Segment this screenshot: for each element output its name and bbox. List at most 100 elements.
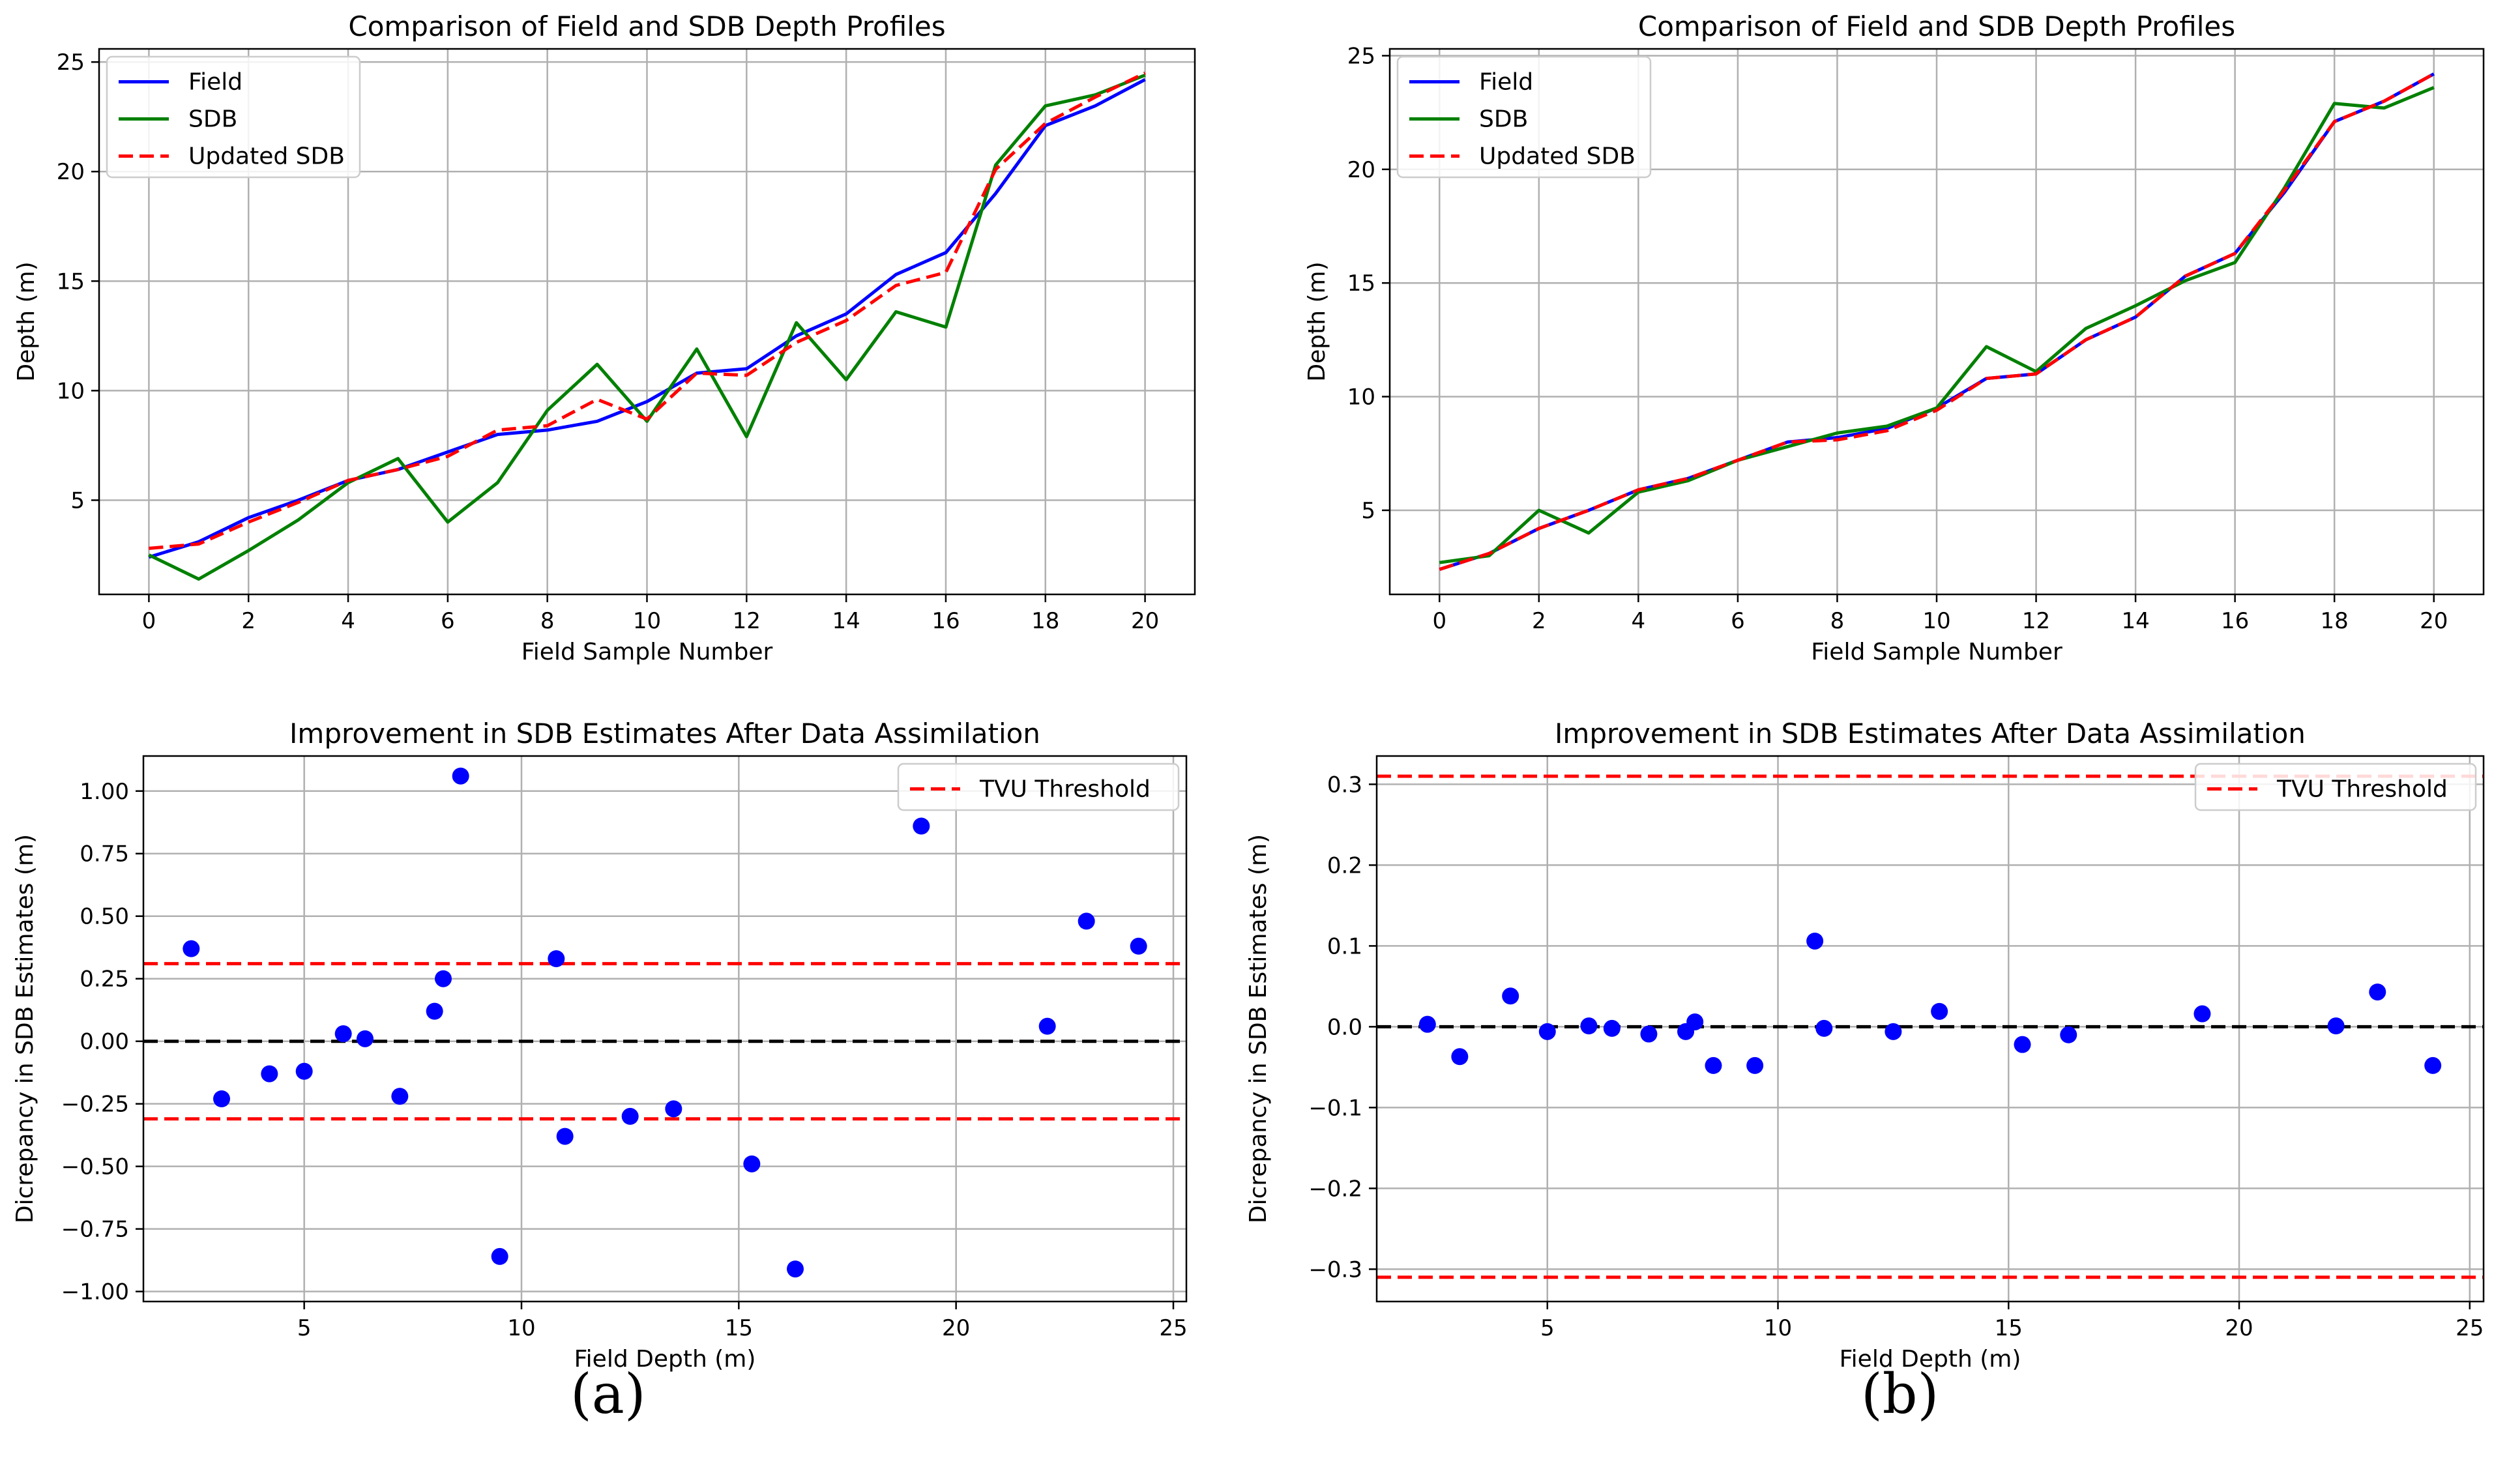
x-tick-label: 2 [1532,608,1546,634]
data-point [1885,1023,1902,1040]
y-tick-label: 5 [1361,498,1375,524]
x-tick-label: 12 [733,608,761,634]
y-axis-label: Dicrepancy in SDB Estimates (m) [12,834,38,1223]
x-tick-label: 5 [1540,1315,1555,1341]
y-tick-label: 0.75 [80,841,129,867]
x-tick-label: 10 [1922,608,1950,634]
data-point [391,1088,409,1105]
chart-a-top: 0 2 4 6 8 10 12 14 16 18 20 5 10 15 20 25 Comparison of … [13,10,1196,665]
data-point [1640,1025,1658,1043]
y-tick-label: −1.00 [61,1279,129,1305]
x-tick-label: 15 [1995,1315,2023,1341]
y-tick-label: 25 [1347,43,1375,69]
data-point [491,1247,508,1265]
y-tick-label: 0.50 [80,904,129,930]
series-line-sdb [148,73,1146,581]
data-point [1038,1017,1056,1035]
data-point [1705,1056,1722,1074]
data-point [2327,1017,2345,1035]
data-point [183,940,200,957]
y-tick-label: −0.25 [61,1092,129,1118]
y-tick-label: −0.3 [1308,1257,1362,1283]
x-tick-label: 12 [2022,608,2050,634]
legend-label: SDB [188,106,237,133]
data-point [1746,1056,1764,1074]
legend-label: Updated SDB [188,143,345,170]
legend-label: TVU Threshold [2276,776,2448,803]
data-point [1538,1023,1556,1040]
data-point [743,1155,761,1172]
legend-label: Field [188,69,242,96]
data-point [2369,983,2386,1001]
y-tick-label: 15 [1347,270,1375,297]
data-point [213,1090,230,1108]
y-tick-label: −0.75 [61,1217,129,1243]
data-point [1130,937,1147,955]
x-tick-label: 10 [1764,1315,1792,1341]
y-tick-label: −0.50 [61,1154,129,1180]
chart-title: Improvement in SDB Estimates After Data … [1555,718,2306,749]
data-point [665,1100,682,1118]
data-point [357,1030,374,1047]
x-tick-label: 6 [1731,608,1745,634]
plot-data [148,71,1146,581]
x-tick-label: 8 [1830,608,1845,634]
legend-box [897,763,1180,811]
x-tick-label: 10 [507,1315,535,1341]
x-tick-label: 18 [1031,608,1059,634]
x-tick-label: 20 [942,1315,970,1341]
y-tick-label: 0.25 [80,967,129,993]
data-point [1502,987,1519,1005]
x-axis-label: Field Sample Number [521,639,773,665]
legend: TVU Threshold [897,763,1180,811]
legend-box [1396,55,1652,179]
x-tick-label: 25 [1159,1315,1187,1341]
data-point [548,950,565,967]
x-tick-label: 0 [1432,608,1446,634]
y-tick-label: 25 [57,50,85,76]
legend-label: Updated SDB [1479,143,1636,170]
x-tick-label: 14 [832,608,860,634]
y-axis-label: Depth (m) [13,261,40,381]
chart-a-bottom: 5 10 15 20 25 −1.00 −0.75 −0.50 −0.25 0.00 0.25 0.5… [12,718,1188,1373]
legend: TVU Threshold [2194,763,2477,811]
axes-frame [142,755,1188,1303]
chart-title: Comparison of Field and SDB Depth Profil… [1638,10,2235,42]
x-tick-label: 4 [1632,608,1646,634]
x-tick-label: 15 [725,1315,753,1341]
x-tick-label: 4 [341,608,355,634]
chart-b-bottom: 5 10 15 20 25 −0.3 −0.2 −0.1 0.0 0.1 0.2 0.3 Improve… [1245,718,2485,1373]
y-tick-label: 20 [57,159,85,185]
chart-title: Comparison of Field and SDB Depth Profil… [348,10,945,42]
legend: Field SDB Updated SDB [1396,55,1652,179]
x-tick-label: 20 [2420,608,2448,634]
series-line-updated-sdb [1439,72,2435,571]
panel-label-a: (a) [570,1362,646,1426]
data-point [2060,1026,2077,1043]
data-point [1931,1002,1948,1020]
legend-box [106,55,361,179]
legend-box [2194,763,2477,811]
y-tick-label: 0.3 [1327,772,1362,798]
plot-data [1377,774,2484,1279]
x-tick-label: 14 [2121,608,2149,634]
data-point [1418,1015,1436,1033]
x-axis-label: Field Sample Number [1811,639,2062,665]
y-tick-label: 15 [57,269,85,295]
chart-b-top: 0 2 4 6 8 10 12 14 16 18 20 5 10 15 20 25 Comparison of … [1304,10,2485,665]
legend-label: TVU Threshold [979,776,1151,803]
y-tick-label: 0.2 [1327,852,1362,879]
y-tick-label: 10 [1347,385,1375,411]
data-point [452,767,469,785]
y-tick-label: 10 [57,378,85,404]
data-point [621,1107,639,1125]
data-point [1603,1019,1621,1037]
y-tick-label: 20 [1347,157,1375,183]
x-tick-label: 2 [241,608,256,634]
series-line-updated-sdb [149,71,1146,550]
x-tick-label: 20 [1131,608,1159,634]
x-axis-label: Field Depth (m) [574,1346,756,1373]
x-tick-label: 25 [2456,1315,2484,1341]
x-axis-label: Field Depth (m) [1840,1346,2021,1373]
